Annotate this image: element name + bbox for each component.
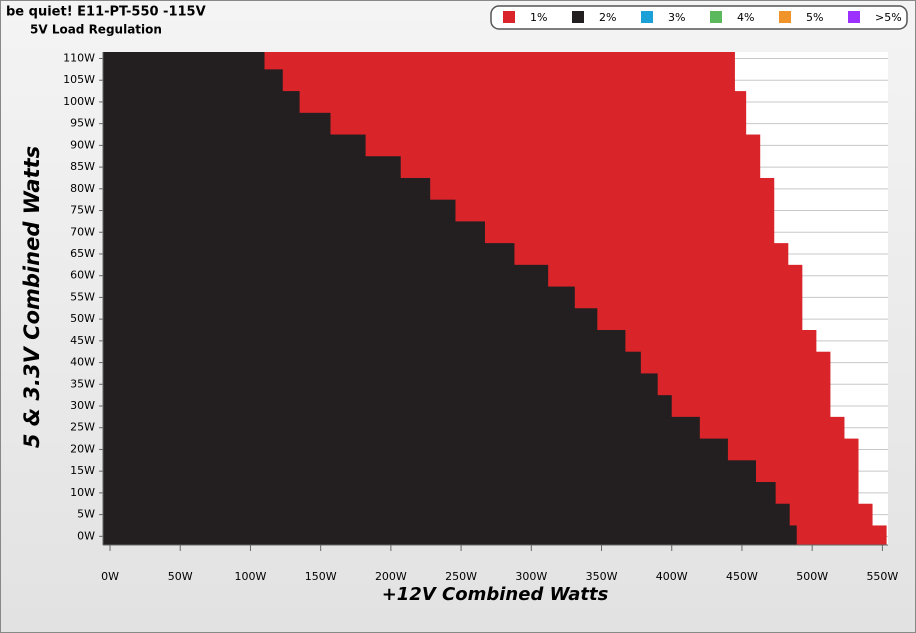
region-band bbox=[103, 395, 672, 418]
y-tick-label: 110W bbox=[63, 52, 95, 65]
x-tick-label: 350W bbox=[586, 570, 618, 583]
region-band bbox=[103, 91, 300, 114]
region-band bbox=[103, 482, 776, 505]
region-band bbox=[103, 460, 756, 483]
region-band bbox=[103, 177, 431, 201]
y-tick-label: 60W bbox=[70, 269, 95, 282]
region-band bbox=[103, 243, 515, 266]
region-band bbox=[103, 112, 331, 136]
legend-label: 5% bbox=[806, 11, 823, 24]
region-band bbox=[103, 438, 728, 461]
y-tick-label: 25W bbox=[70, 421, 95, 434]
y-tick-label: 50W bbox=[70, 312, 95, 325]
y-tick-label: 95W bbox=[70, 117, 95, 130]
legend-label: 4% bbox=[737, 11, 754, 24]
legend bbox=[490, 5, 908, 30]
y-tick-label: 30W bbox=[70, 399, 95, 412]
y-tick-label: 45W bbox=[70, 334, 95, 347]
legend-swatch bbox=[503, 11, 515, 23]
x-tick-label: 250W bbox=[445, 570, 477, 583]
y-axis-label: 5 & 3.3V Combined Watts bbox=[20, 146, 44, 448]
region-band bbox=[103, 416, 700, 440]
region-band bbox=[103, 69, 283, 92]
y-tick-label: 90W bbox=[70, 138, 95, 151]
legend-swatch bbox=[710, 11, 722, 23]
region-band bbox=[103, 308, 598, 331]
legend-swatch bbox=[779, 11, 791, 23]
chart-subtitle: 5V Load Regulation bbox=[30, 23, 162, 37]
legend-label: >5% bbox=[875, 11, 902, 24]
y-tick-label: 20W bbox=[70, 442, 95, 455]
y-tick-label: 75W bbox=[70, 204, 95, 217]
region-band bbox=[103, 199, 456, 222]
x-tick-label: 0W bbox=[101, 570, 119, 583]
y-tick-label: 40W bbox=[70, 356, 95, 369]
x-tick-label: 450W bbox=[726, 570, 758, 583]
y-tick-label: 15W bbox=[70, 464, 95, 477]
y-tick-label: 65W bbox=[70, 247, 95, 260]
y-tick-label: 100W bbox=[63, 95, 95, 108]
legend-label: 2% bbox=[599, 11, 616, 24]
region-band bbox=[103, 134, 366, 157]
legend-label: 3% bbox=[668, 11, 685, 24]
x-tick-label: 500W bbox=[796, 570, 828, 583]
region-band bbox=[103, 373, 658, 396]
y-tick-label: 70W bbox=[70, 225, 95, 238]
legend-label: 1% bbox=[530, 11, 547, 24]
y-tick-label: 35W bbox=[70, 377, 95, 390]
y-tick-label: 55W bbox=[70, 290, 95, 303]
region-band bbox=[103, 52, 265, 70]
x-tick-label: 300W bbox=[515, 570, 547, 583]
region-band bbox=[103, 286, 575, 309]
y-tick-label: 105W bbox=[63, 73, 95, 86]
x-tick-label: 150W bbox=[305, 570, 337, 583]
chart-title: be quiet! E11-PT-550 -115V bbox=[6, 5, 206, 20]
region-band bbox=[103, 525, 797, 546]
y-tick-label: 0W bbox=[77, 529, 95, 542]
region-band bbox=[103, 221, 485, 244]
region-band bbox=[103, 329, 626, 353]
y-tick-label: 5W bbox=[77, 508, 95, 521]
region-band bbox=[103, 264, 549, 288]
x-tick-label: 200W bbox=[375, 570, 407, 583]
y-tick-label: 80W bbox=[70, 182, 95, 195]
x-axis-label: +12V Combined Watts bbox=[382, 584, 609, 605]
region-band bbox=[103, 156, 401, 179]
x-tick-label: 550W bbox=[866, 570, 898, 583]
x-tick-label: 50W bbox=[168, 570, 193, 583]
legend-swatch bbox=[641, 11, 653, 23]
legend-swatch bbox=[848, 11, 860, 23]
x-tick-label: 100W bbox=[235, 570, 267, 583]
x-tick-label: 400W bbox=[656, 570, 688, 583]
y-tick-label: 10W bbox=[70, 486, 95, 499]
y-tick-label: 85W bbox=[70, 160, 95, 173]
region-band bbox=[103, 503, 790, 526]
region-band bbox=[103, 351, 641, 374]
legend-swatch bbox=[572, 11, 584, 23]
